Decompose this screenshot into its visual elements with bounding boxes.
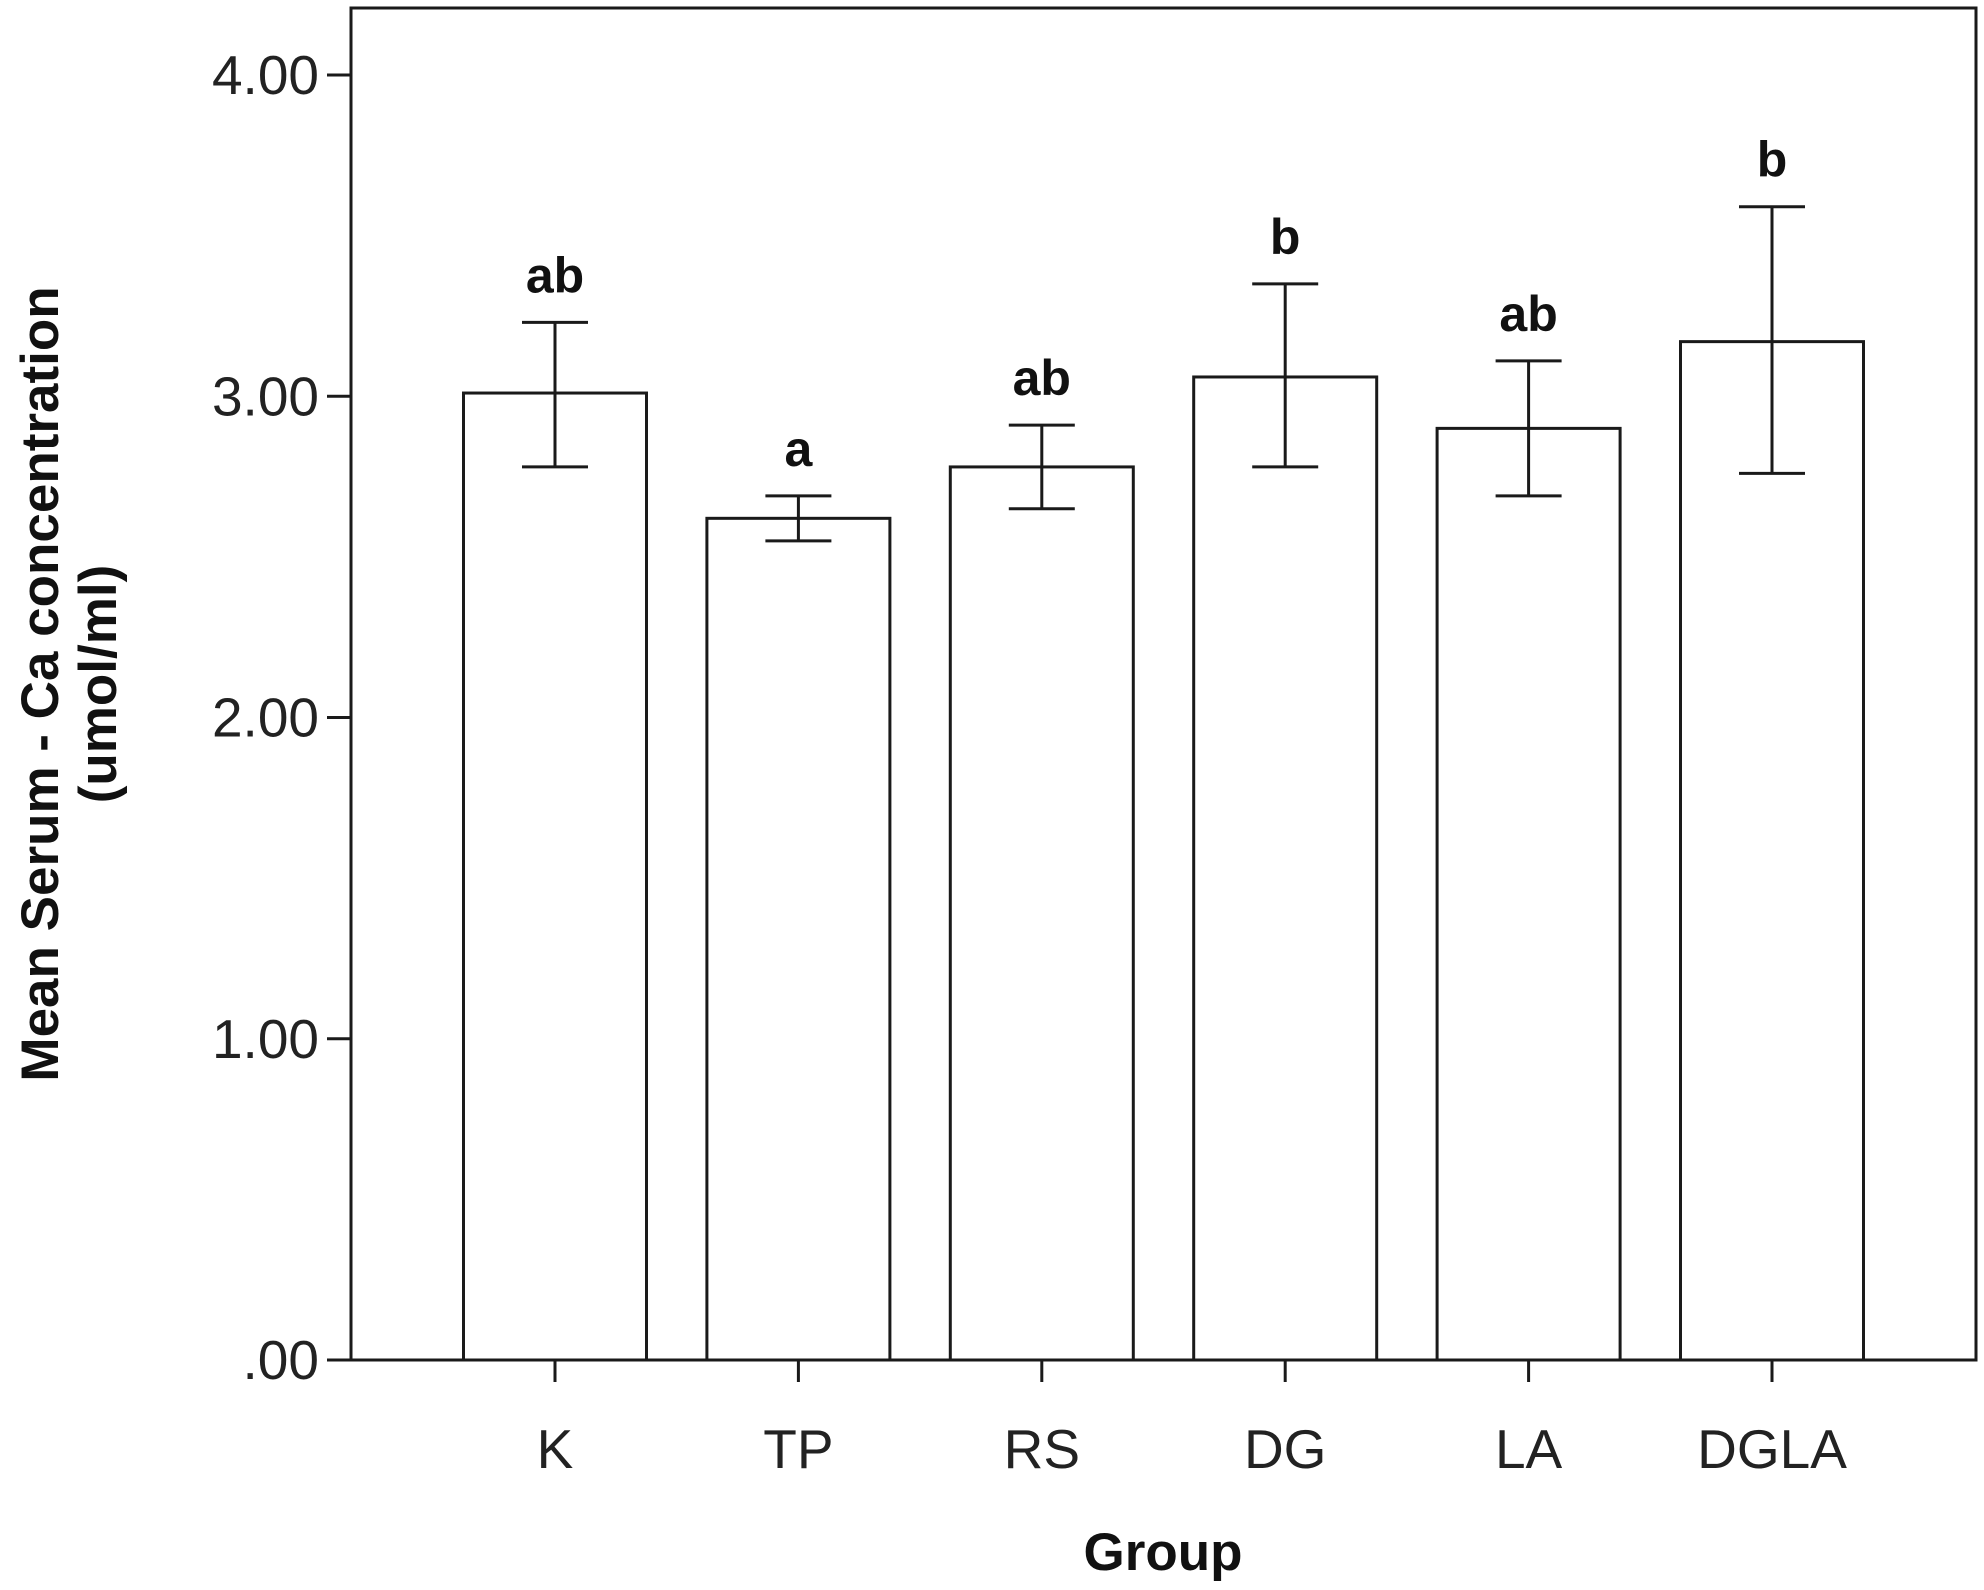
significance-label: ab bbox=[1013, 350, 1071, 406]
bar-la bbox=[1435, 426, 1622, 1362]
y-tick-label: 4.00 bbox=[212, 44, 319, 106]
significance-label: ab bbox=[526, 247, 584, 303]
x-tick-label: DG bbox=[1244, 1418, 1327, 1480]
bar-rs bbox=[948, 465, 1135, 1362]
significance-label: a bbox=[784, 421, 813, 477]
x-tick-label: TP bbox=[763, 1418, 833, 1480]
bars: ab a ab b ab b bbox=[462, 132, 1865, 1362]
significance-label: b bbox=[1757, 132, 1788, 188]
x-tick-label: K bbox=[537, 1418, 574, 1480]
y-axis: .00 1.00 2.00 3.00 4.00 bbox=[212, 44, 351, 1391]
y-axis-title-line-1: Mean Serum - Ca concentration bbox=[11, 286, 70, 1081]
y-axis-title: Mean Serum - Ca concentration (umol/ml) bbox=[11, 286, 128, 1081]
y-tick-label: 3.00 bbox=[212, 365, 319, 427]
x-tick-label: RS bbox=[1004, 1418, 1080, 1480]
significance-label: b bbox=[1270, 209, 1301, 265]
x-tick-label: LA bbox=[1495, 1418, 1563, 1480]
x-axis: K TP RS DG LA DGLA bbox=[537, 1360, 1847, 1480]
y-tick-label: .00 bbox=[243, 1329, 319, 1391]
bar-dgla bbox=[1679, 340, 1865, 1362]
bar-tp bbox=[705, 516, 892, 1362]
significance-label: ab bbox=[1499, 286, 1557, 342]
bar-dg bbox=[1192, 375, 1379, 1362]
y-axis-title-line-2: (umol/ml) bbox=[69, 565, 128, 803]
y-tick-label: 1.00 bbox=[212, 1008, 319, 1070]
y-tick-label: 2.00 bbox=[212, 687, 319, 749]
plot-frame bbox=[349, 6, 1978, 1362]
x-tick-label: DGLA bbox=[1697, 1418, 1847, 1480]
bar-k bbox=[462, 391, 648, 1362]
x-axis-title: Group bbox=[1084, 1523, 1243, 1582]
